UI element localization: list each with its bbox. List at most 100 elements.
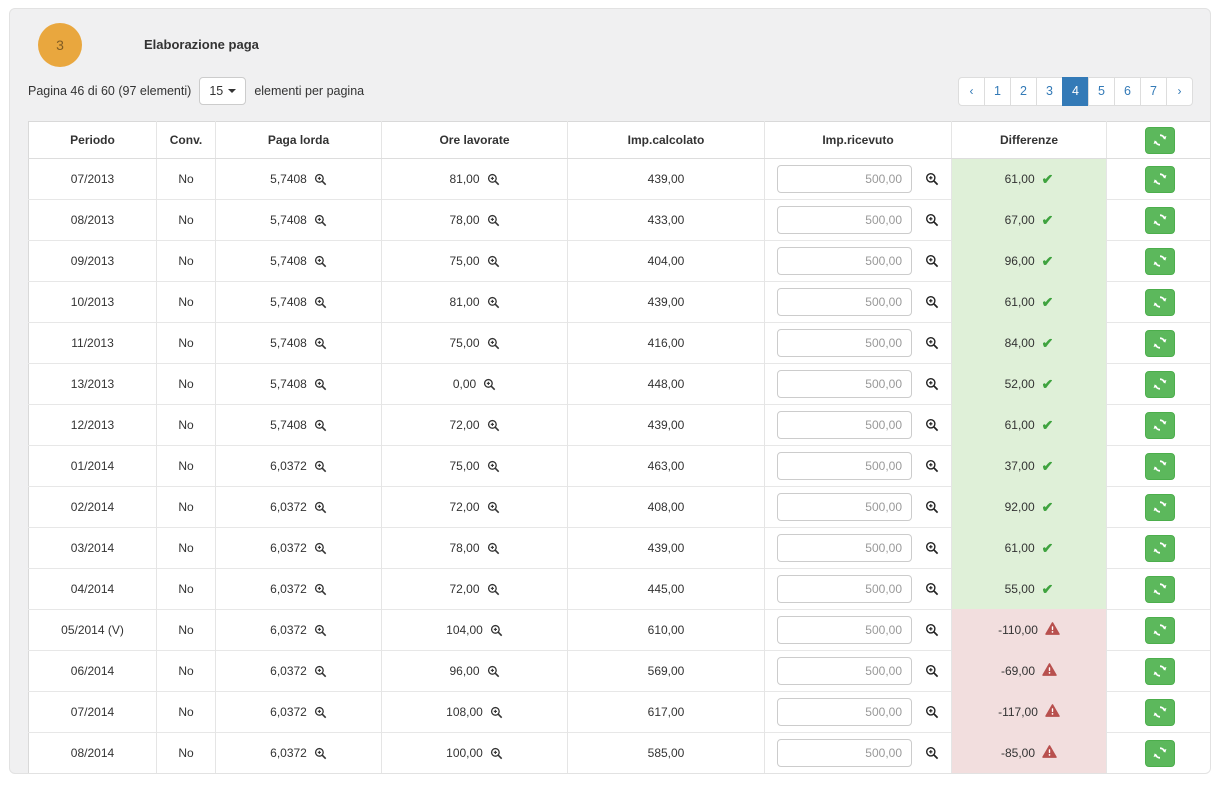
periodo-cell: 11/2013 [28, 322, 157, 364]
zoom-detail-icon[interactable] [490, 747, 503, 760]
imp-ricevuto-input[interactable] [777, 698, 912, 726]
imp-ricevuto-input[interactable] [777, 452, 912, 480]
imp-ricevuto-input[interactable] [777, 493, 912, 521]
imp-ricevuto-input[interactable] [777, 288, 912, 316]
zoom-detail-icon[interactable] [925, 500, 939, 514]
refresh-cell [1107, 159, 1211, 200]
zoom-detail-icon[interactable] [925, 664, 939, 678]
zoom-detail-icon[interactable] [490, 624, 503, 637]
zoom-detail-icon[interactable] [314, 624, 327, 637]
zoom-detail-icon[interactable] [487, 665, 500, 678]
zoom-detail-icon[interactable] [314, 747, 327, 760]
zoom-detail-icon[interactable] [925, 623, 939, 637]
zoom-detail-icon[interactable] [487, 419, 500, 432]
pager-prev-button[interactable]: ‹ [958, 76, 985, 106]
conv-cell: No [156, 486, 216, 528]
zoom-detail-icon[interactable] [925, 295, 939, 309]
pager-page-button-6[interactable]: 6 [1114, 76, 1141, 106]
refresh-cell [1106, 281, 1210, 323]
check-icon: ✔ [1041, 376, 1054, 392]
refresh-row-button[interactable] [1145, 575, 1175, 603]
zoom-detail-icon[interactable] [314, 583, 327, 596]
refresh-row-button[interactable] [1145, 493, 1175, 521]
imp-ricevuto-cell [764, 486, 952, 528]
zoom-detail-icon[interactable] [314, 501, 327, 514]
periodo-cell: 02/2014 [28, 486, 157, 528]
refresh-cell [1106, 527, 1210, 569]
zoom-detail-icon[interactable] [925, 213, 939, 227]
zoom-detail-icon[interactable] [314, 173, 327, 186]
zoom-detail-icon[interactable] [487, 460, 500, 473]
refresh-row-button[interactable] [1145, 698, 1175, 726]
imp-ricevuto-cell [764, 322, 952, 364]
refresh-row-button[interactable] [1145, 288, 1175, 316]
pager-page-button-4[interactable]: 4 [1062, 76, 1089, 106]
differenza-cell: -110,00 [951, 609, 1107, 651]
refresh-row-button[interactable] [1145, 411, 1175, 439]
refresh-row-button[interactable] [1145, 206, 1175, 234]
payroll-table: Periodo Conv. Paga lorda Ore lavorate Im… [28, 121, 1211, 773]
zoom-detail-icon[interactable] [487, 255, 500, 268]
refresh-row-button[interactable] [1145, 739, 1175, 767]
imp-ricevuto-input[interactable] [777, 329, 912, 357]
zoom-detail-icon[interactable] [314, 542, 327, 555]
refresh-row-button[interactable] [1145, 534, 1175, 562]
pager-page-button-2[interactable]: 2 [1010, 76, 1037, 106]
imp-ricevuto-input[interactable] [777, 206, 912, 234]
refresh-row-button[interactable] [1145, 370, 1175, 398]
zoom-detail-icon[interactable] [487, 214, 500, 227]
zoom-detail-icon[interactable] [314, 255, 327, 268]
zoom-detail-icon[interactable] [314, 337, 327, 350]
imp-ricevuto-input[interactable] [777, 411, 912, 439]
pager-page-button-1[interactable]: 1 [984, 76, 1011, 106]
paga-lorda-cell: 6,0372 [215, 527, 382, 569]
imp-ricevuto-input[interactable] [777, 616, 912, 644]
zoom-detail-icon[interactable] [925, 541, 939, 555]
zoom-detail-icon[interactable] [925, 418, 939, 432]
differenza-cell: 84,00 ✔ [951, 322, 1107, 364]
imp-ricevuto-input[interactable] [777, 370, 912, 398]
zoom-detail-icon[interactable] [925, 746, 939, 760]
imp-ricevuto-input[interactable] [777, 739, 912, 767]
zoom-detail-icon[interactable] [487, 583, 500, 596]
zoom-detail-icon[interactable] [925, 459, 939, 473]
zoom-detail-icon[interactable] [314, 706, 327, 719]
refresh-row-button[interactable] [1145, 452, 1175, 480]
refresh-row-button[interactable] [1145, 329, 1175, 357]
zoom-detail-icon[interactable] [925, 172, 939, 186]
zoom-detail-icon[interactable] [314, 378, 327, 391]
pager-next-button[interactable]: › [1166, 76, 1193, 106]
zoom-detail-icon[interactable] [314, 460, 327, 473]
refresh-all-button[interactable] [1145, 126, 1175, 154]
zoom-detail-icon[interactable] [487, 173, 500, 186]
zoom-detail-icon[interactable] [925, 582, 939, 596]
zoom-detail-icon[interactable] [314, 419, 327, 432]
pager-page-button-5[interactable]: 5 [1088, 76, 1115, 106]
zoom-detail-icon[interactable] [925, 377, 939, 391]
zoom-detail-icon[interactable] [483, 378, 496, 391]
zoom-detail-icon[interactable] [314, 214, 327, 227]
pager-page-button-7[interactable]: 7 [1140, 76, 1167, 106]
imp-ricevuto-input[interactable] [777, 657, 912, 685]
imp-ricevuto-input[interactable] [777, 247, 912, 275]
refresh-row-button[interactable] [1145, 165, 1175, 193]
zoom-detail-icon[interactable] [487, 337, 500, 350]
page-size-select[interactable]: 15 [199, 77, 247, 105]
imp-ricevuto-input[interactable] [777, 575, 912, 603]
refresh-row-button[interactable] [1145, 616, 1175, 644]
imp-ricevuto-input[interactable] [777, 165, 912, 193]
zoom-detail-icon[interactable] [314, 296, 327, 309]
paga-lorda-cell: 5,7408 [215, 404, 382, 446]
zoom-detail-icon[interactable] [925, 705, 939, 719]
zoom-detail-icon[interactable] [314, 665, 327, 678]
zoom-detail-icon[interactable] [490, 706, 503, 719]
pager-page-button-3[interactable]: 3 [1036, 76, 1063, 106]
zoom-detail-icon[interactable] [487, 296, 500, 309]
imp-ricevuto-input[interactable] [777, 534, 912, 562]
refresh-row-button[interactable] [1145, 247, 1175, 275]
refresh-row-button[interactable] [1145, 657, 1175, 685]
zoom-detail-icon[interactable] [925, 254, 939, 268]
zoom-detail-icon[interactable] [487, 542, 500, 555]
zoom-detail-icon[interactable] [925, 336, 939, 350]
zoom-detail-icon[interactable] [487, 501, 500, 514]
